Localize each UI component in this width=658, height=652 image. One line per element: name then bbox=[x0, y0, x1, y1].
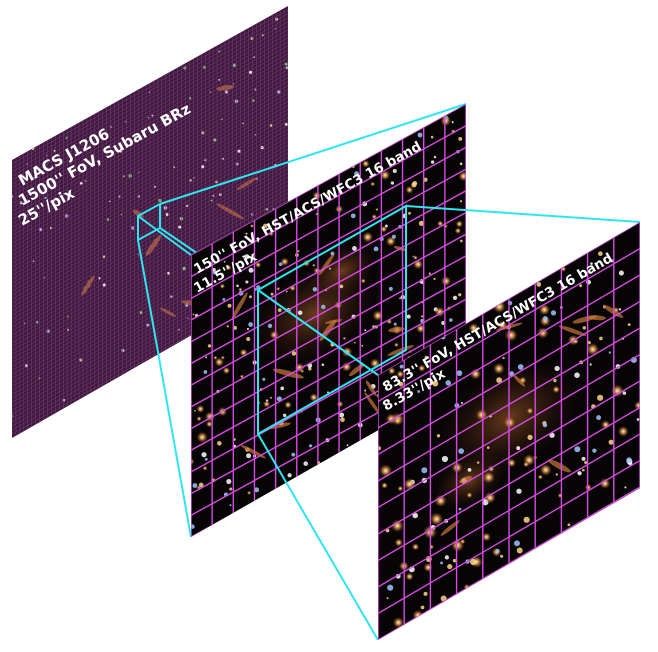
connector-lines-subaru-to-wide bbox=[137, 103, 467, 538]
hst-wide-fov-box bbox=[257, 204, 407, 436]
connector-lines-wide-to-zoom bbox=[257, 205, 641, 641]
hst-zoom-pixel-grid bbox=[378, 222, 640, 640]
